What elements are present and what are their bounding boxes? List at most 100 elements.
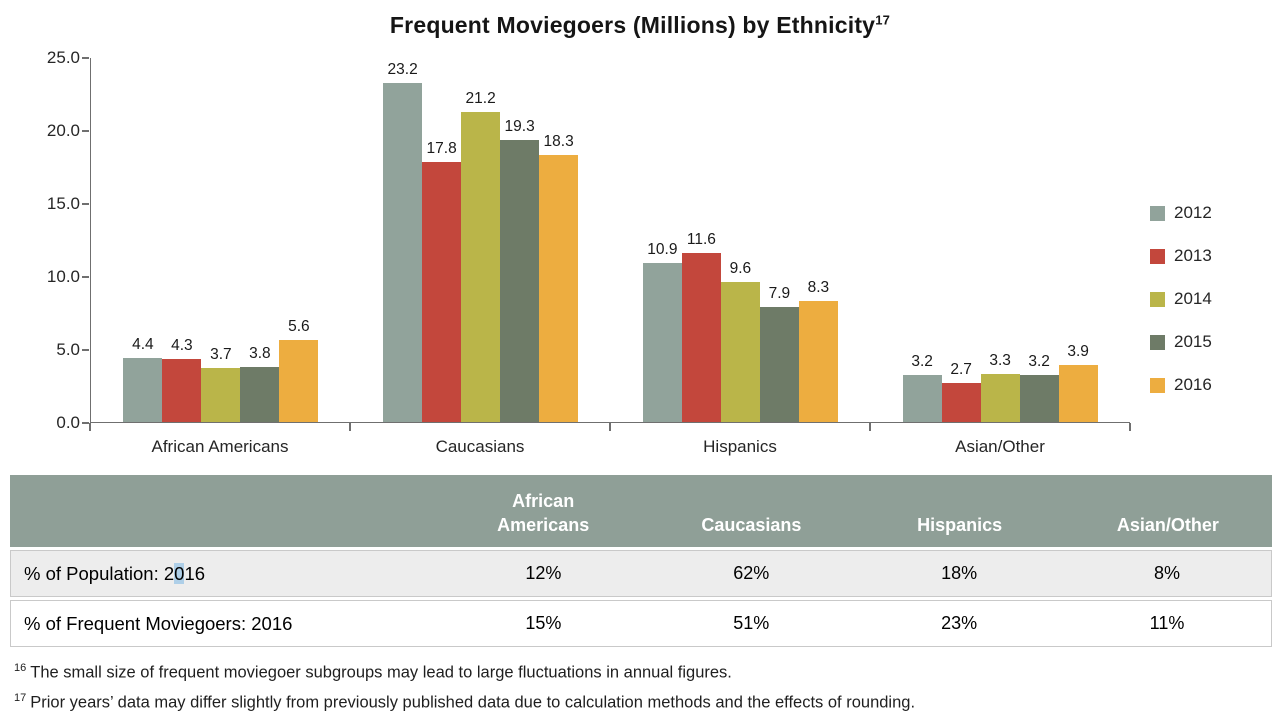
bar-value-label: 9.6 [729, 259, 752, 277]
table-header-cell-african-americans: African Americans [439, 475, 647, 547]
bar-2012-hispanics: 10.9 [642, 241, 682, 422]
bar-2014-hispanics: 9.6 [720, 260, 760, 422]
bar-2013-hispanics: 11.6 [681, 231, 721, 422]
table-header-cell-hispanics: Hispanics [856, 475, 1064, 547]
legend: 2012 2013 2014 2015 2016 [1150, 202, 1212, 396]
footnotes: 16 The small size of frequent moviegoer s… [14, 656, 915, 714]
bar-value-label: 3.3 [989, 351, 1011, 369]
table-row-of-population-2016: % of Population: 2016 12% 62% 18% 8% [10, 550, 1272, 597]
bar-value-label: 3.2 [1028, 353, 1050, 371]
text-selection-highlight: 0 [174, 562, 185, 584]
y-tick-mark [82, 130, 89, 132]
bar-value-label: 18.3 [543, 132, 574, 150]
table-cell-hispanics: 18% [941, 563, 978, 583]
bar-group-african-americans: 4.4 4.3 3.7 3.8 5.6 [91, 58, 351, 422]
bar-2012-african-americans: 4.4 [123, 336, 163, 422]
x-tick-mark [869, 423, 871, 431]
x-tick-mark [89, 423, 91, 431]
legend-swatch-2015 [1150, 334, 1165, 350]
table-cell-asian-other: 8% [1154, 563, 1181, 583]
bar-value-label: 11.6 [686, 230, 716, 248]
legend-label-2015: 2015 [1174, 332, 1212, 351]
x-category-label-african-americans: African Americans [151, 437, 289, 456]
y-tick-label-20: 20.0 [46, 121, 80, 140]
bar-2015-asian-other: 3.2 [1019, 353, 1059, 422]
legend-item-2015: 2015 [1150, 331, 1212, 353]
bar-2012-asian-other: 3.2 [902, 353, 942, 422]
table-cell-asian-other: 11% [1149, 613, 1185, 633]
table-header-text: African Americans [497, 491, 590, 535]
table-header-cell-asian-other: Asian/Other [1064, 475, 1272, 547]
table-header-cell-empty [10, 475, 439, 547]
bar-value-label: 3.8 [249, 344, 271, 362]
table-header-cell-caucasians: Caucasians [647, 475, 855, 547]
bar-2016-asian-other: 3.9 [1058, 343, 1098, 422]
table-cell-caucasians: 62% [733, 563, 770, 583]
table-cell-african-americans: 12% [525, 563, 562, 583]
y-tick-label-5: 5.0 [56, 340, 80, 359]
table-cell-african-americans: 15% [525, 613, 562, 633]
legend-label-2016: 2016 [1174, 375, 1212, 394]
bar-2014-asian-other: 3.3 [980, 352, 1020, 422]
y-tick-mark [82, 57, 89, 59]
table-cell-hispanics: 23% [941, 613, 978, 633]
table-header-text: Caucasians [701, 514, 802, 535]
bar-value-label: 19.3 [504, 118, 535, 136]
bar-group-caucasians: 23.2 17.8 21.2 19.3 18.3 [351, 58, 611, 422]
bar-2013-caucasians: 17.8 [422, 140, 462, 422]
legend-label-2014: 2014 [1174, 289, 1212, 308]
bar-2016-hispanics: 8.3 [798, 279, 838, 422]
plot-area: 4.4 4.3 3.7 3.8 5.6 23.2 17.8 21.2 19.3 18.3 10.9 1… [90, 58, 1130, 423]
y-tick-mark [82, 422, 89, 424]
y-tick-label-15: 15.0 [46, 194, 80, 213]
bar-2012-caucasians: 23.2 [383, 61, 423, 422]
bar-2016-caucasians: 18.3 [539, 133, 579, 422]
x-tick-mark [1129, 423, 1131, 431]
bar-value-label: 5.6 [288, 318, 310, 336]
chart-title-superscript: 17 [875, 12, 891, 28]
legend-item-2013: 2013 [1150, 245, 1212, 267]
legend-item-2016: 2016 [1150, 374, 1212, 396]
legend-swatch-2012 [1150, 205, 1165, 221]
bar-value-label: 10.9 [647, 240, 678, 258]
bar-value-label: 3.2 [911, 353, 933, 371]
bar-value-label: 4.4 [132, 335, 154, 353]
table-header-row: African Americans Caucasians Hispanics Asia… [10, 475, 1272, 547]
y-tick-mark [82, 203, 89, 205]
legend-item-2014: 2014 [1150, 288, 1212, 310]
bar-2013-african-americans: 4.3 [162, 337, 202, 422]
x-category-label-hispanics: Hispanics [703, 437, 777, 456]
bar-group-hispanics: 10.9 11.6 9.6 7.9 8.3 [611, 58, 871, 422]
y-tick-label-10: 10.0 [46, 267, 80, 286]
legend-swatch-2013 [1150, 248, 1165, 264]
bar-2016-african-americans: 5.6 [279, 318, 319, 422]
bar-value-label: 17.8 [426, 140, 457, 158]
table-row-label: % of Frequent Moviegoers: 2016 [11, 601, 439, 646]
table-row-label: % of Population: 2016 [11, 551, 439, 596]
footnote-number: 17 [14, 691, 27, 704]
bar-value-label: 23.2 [387, 61, 418, 79]
footnote-number: 16 [14, 662, 27, 674]
chart-title: Frequent Moviegoers (Millions) by Ethnic… [0, 12, 1280, 39]
table-header-text: Asian/Other [1116, 514, 1219, 535]
footnote-16: 16 The small size of frequent moviegoer s… [14, 662, 732, 682]
legend-item-2012: 2012 [1150, 202, 1212, 224]
bar-2014-caucasians: 21.2 [461, 90, 501, 422]
y-tick-label-0: 0.0 [56, 413, 80, 432]
bar-value-label: 7.9 [768, 284, 791, 302]
table-row-label-text: % of Population: 2016 [24, 562, 206, 584]
bar-group-asian-other: 3.2 2.7 3.3 3.2 3.9 [870, 58, 1130, 422]
legend-swatch-2014 [1150, 291, 1165, 307]
bar-2013-asian-other: 2.7 [941, 361, 981, 422]
bar-2015-caucasians: 19.3 [500, 118, 540, 422]
x-tick-mark [609, 423, 611, 431]
x-category-label-asian-other: Asian/Other [955, 437, 1045, 456]
bar-2014-african-americans: 3.7 [201, 346, 241, 422]
bar-2015-hispanics: 7.9 [759, 285, 799, 422]
table-row-label-text: % of Frequent Moviegoers: 2016 [24, 612, 293, 634]
bar-value-label: 21.2 [465, 90, 496, 108]
table-header-text: Hispanics [917, 514, 1003, 535]
x-tick-mark [349, 423, 351, 431]
y-tick-mark [82, 276, 89, 278]
